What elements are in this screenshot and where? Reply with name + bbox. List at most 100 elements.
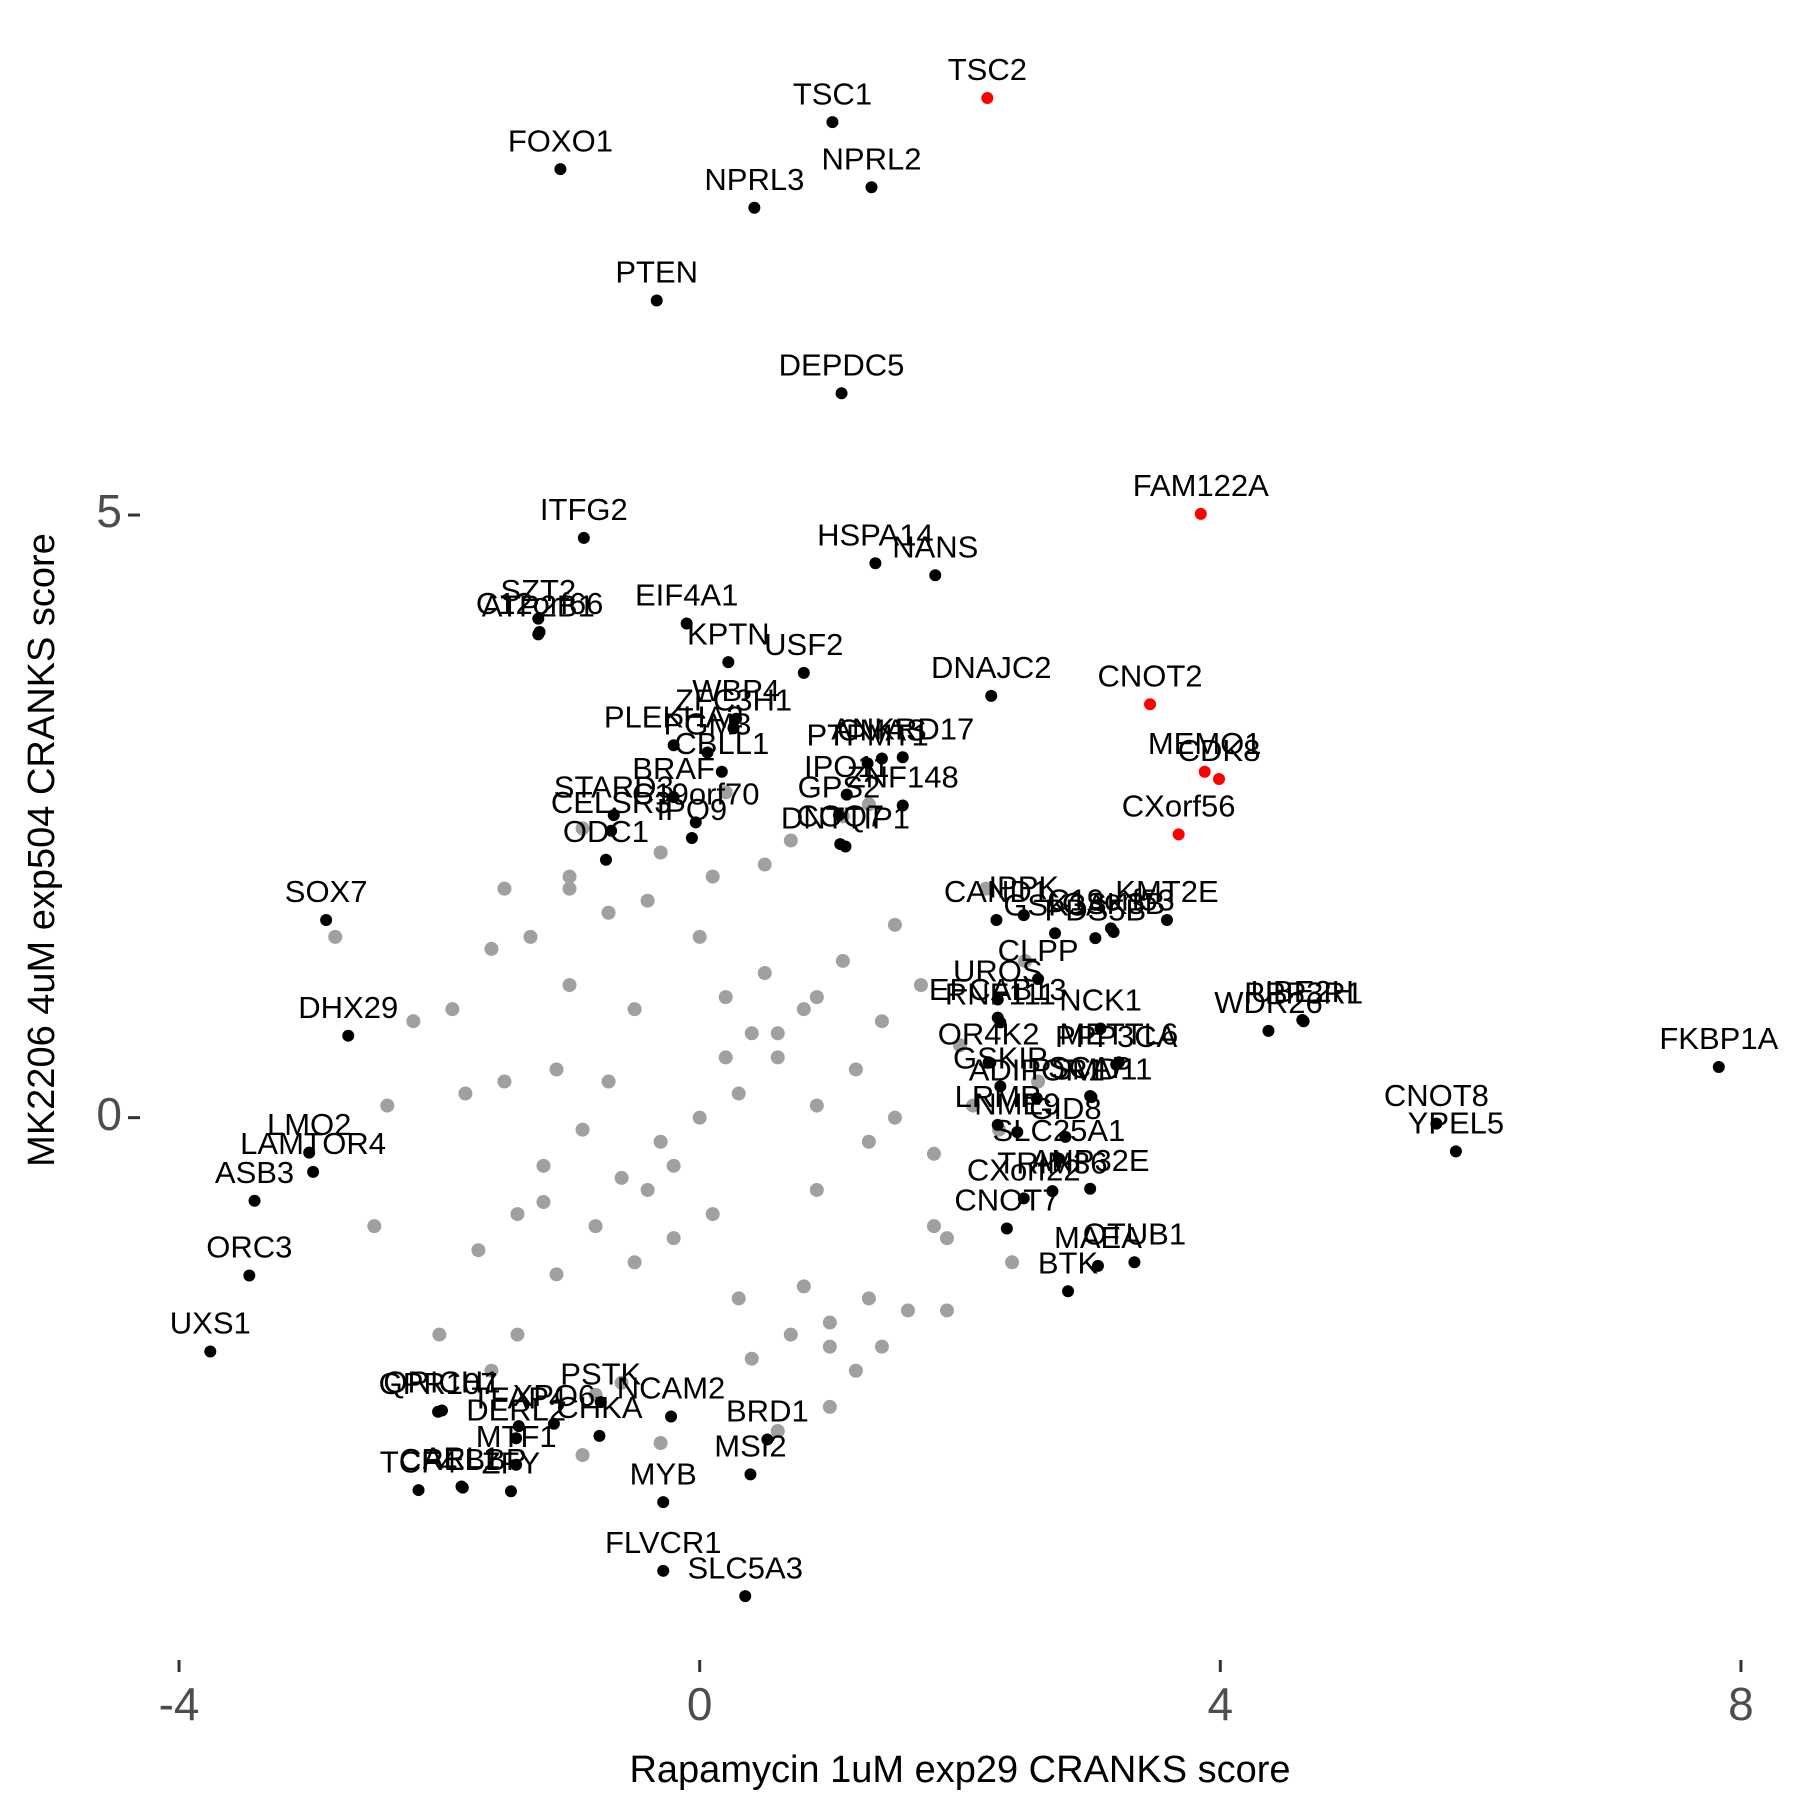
point — [770, 1026, 785, 1041]
point-label: TSC1 — [793, 76, 872, 111]
point — [982, 1056, 995, 1069]
point-label: UROS — [953, 954, 1043, 989]
point — [822, 1399, 837, 1414]
point-label: PPP3R1 — [1244, 975, 1363, 1010]
point-label: IPPK — [988, 869, 1059, 904]
point — [667, 791, 680, 804]
point — [1017, 1192, 1030, 1205]
point-label: ATP2B1 — [482, 589, 595, 624]
point — [510, 1327, 525, 1342]
point-label: EFCAB13 — [929, 972, 1067, 1007]
point — [614, 1170, 629, 1185]
point-label: WBP4 — [692, 673, 780, 708]
point-label: CREBBP — [399, 1442, 526, 1477]
point — [536, 1195, 551, 1210]
point — [650, 294, 663, 307]
point-label: C12orf66 — [476, 586, 604, 621]
point — [692, 1110, 707, 1125]
point — [718, 785, 733, 800]
point — [1107, 926, 1120, 939]
point — [1262, 1024, 1275, 1037]
point-label: COQ7 — [796, 798, 884, 833]
point — [588, 1219, 603, 1234]
point — [1005, 1255, 1020, 1270]
point-label: ANP32E — [1031, 1143, 1150, 1178]
point — [533, 625, 546, 638]
point-label: LRMP — [955, 1079, 1041, 1114]
point-label: MSI2 — [714, 1429, 786, 1464]
point-label: BTK — [1038, 1245, 1099, 1280]
point — [796, 1279, 811, 1294]
point — [328, 929, 343, 944]
point-label: MEMO1 — [1148, 726, 1262, 761]
point — [653, 845, 668, 860]
point — [730, 712, 743, 725]
point — [627, 1002, 642, 1017]
point-label: SCAP — [1048, 1050, 1132, 1085]
point — [510, 1432, 523, 1445]
point-label: PPP3CA — [1055, 1019, 1178, 1054]
point — [757, 857, 772, 872]
point — [869, 557, 882, 570]
point — [607, 809, 620, 822]
y-tick-label: 0 — [96, 1088, 122, 1140]
point — [900, 1303, 915, 1318]
point-label: YPEL5 — [1408, 1106, 1505, 1141]
point — [1712, 1061, 1725, 1074]
point-label: BRD1 — [726, 1394, 809, 1429]
point — [1085, 1091, 1098, 1104]
point — [874, 1339, 889, 1354]
point — [666, 1231, 681, 1246]
point — [809, 990, 824, 1005]
point-label: PTPMT1 — [806, 718, 928, 753]
point — [966, 1098, 981, 1113]
point-label: GPS2 — [798, 769, 881, 804]
point — [887, 917, 902, 932]
point — [744, 1351, 759, 1366]
point — [991, 1118, 1004, 1131]
point — [562, 869, 577, 884]
point — [562, 978, 577, 993]
point — [848, 1363, 863, 1378]
point — [680, 617, 693, 630]
point — [979, 881, 994, 896]
point — [432, 1327, 447, 1342]
point — [861, 1291, 876, 1306]
point-label: KMT2E — [1115, 874, 1218, 909]
point — [1031, 1074, 1046, 1089]
point — [1084, 1182, 1097, 1195]
point — [575, 1448, 590, 1463]
point-label: PSTK — [560, 1356, 641, 1391]
point — [504, 1485, 517, 1498]
point — [497, 881, 512, 896]
point — [657, 1564, 670, 1577]
point — [307, 1165, 320, 1178]
point — [939, 1303, 954, 1318]
point — [562, 881, 577, 896]
point — [705, 1207, 720, 1222]
point-label: OTUB1 — [1083, 1216, 1186, 1251]
point — [861, 757, 874, 770]
point — [832, 809, 845, 822]
point — [926, 1219, 941, 1234]
point-label: PSMD11 — [1031, 1051, 1153, 1086]
point — [458, 1086, 473, 1101]
point-label: NCK1 — [1059, 983, 1142, 1018]
point — [718, 990, 733, 1005]
point — [896, 751, 909, 764]
point — [653, 1134, 668, 1149]
point — [953, 1038, 967, 1053]
point — [549, 1267, 564, 1282]
point-label: XPO6 — [513, 1378, 596, 1413]
point — [796, 1002, 811, 1017]
point — [1059, 1130, 1072, 1143]
point-label: MYB — [630, 1456, 697, 1491]
point-label: FOXO1 — [508, 123, 613, 158]
point-label: QRICH1 — [383, 1365, 500, 1400]
point-label: GSKIP — [953, 1041, 1048, 1076]
point — [367, 1219, 382, 1234]
point — [248, 1194, 261, 1207]
point — [913, 978, 928, 993]
point — [689, 816, 702, 829]
point — [554, 163, 567, 176]
